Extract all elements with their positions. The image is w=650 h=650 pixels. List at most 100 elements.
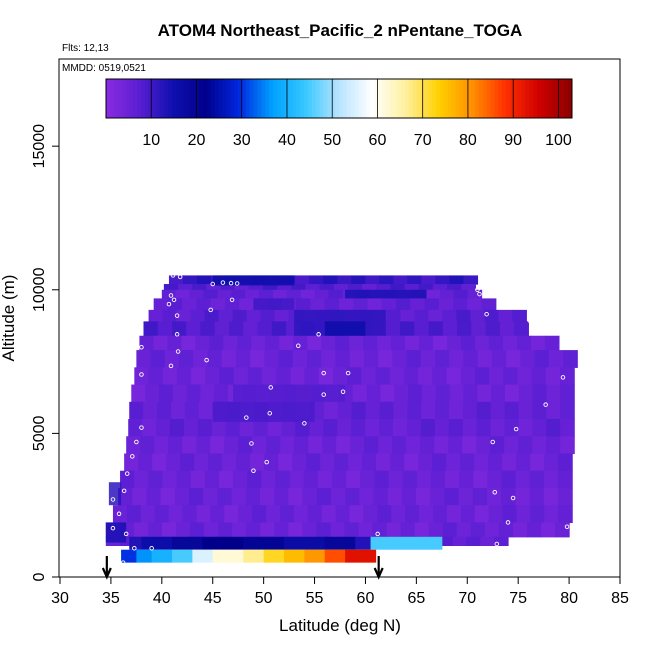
curtain-cell [179,350,194,368]
curtain-cell [418,284,434,291]
curtain-cell [414,321,430,337]
curtain-cell [279,505,295,524]
curtain-cell [148,470,164,489]
curtain-cell [457,321,472,337]
curtain-cell [266,436,281,455]
sample-point [174,313,180,318]
curtain-cell [194,453,209,472]
curtain-cell [428,309,443,322]
colorbar-segment [214,79,220,118]
boundary-layer-cell [304,549,326,563]
colorbar-segment [478,79,484,118]
colorbar-segment [335,79,340,118]
curtain-cell [293,505,309,524]
curtain-cell [347,367,362,386]
curtain-cell [190,309,206,322]
colorbar-segment [350,79,355,118]
x-tick-label: 40 [153,590,171,607]
curtain-cell [321,350,337,368]
colorbar-segment [280,79,286,118]
colorbar-segment [447,79,453,118]
curtain-cell [168,275,184,285]
curtain-cell [124,453,139,472]
curtain-cell [120,470,135,489]
curtain-cell [393,275,408,285]
curtain-cell [393,401,408,420]
curtain-cell [192,284,207,291]
curtain-cell [161,522,177,538]
curtain-cell [520,350,536,368]
colorbar-segment [234,79,239,118]
curtain-cell [334,453,349,472]
colorbar-segment [405,79,410,118]
curtain-cell [338,298,354,311]
sample-point [166,301,172,307]
curtain-patch [233,384,346,402]
x-tick-label: 65 [407,590,425,607]
curtain-cell [530,335,546,351]
boundary-layer-cell [212,549,244,563]
curtain-cell [470,309,485,322]
colorbar-segment [424,79,429,118]
curtain-cell [481,298,497,311]
curtain-cell [378,350,393,368]
colorbar-segment [113,79,119,118]
colorbar-segment [121,79,126,118]
colorbar-segment [463,79,468,118]
curtain-cell [198,401,214,420]
curtain-cell [176,367,192,386]
curtain-cell [557,487,573,506]
curtain-cell [273,289,288,299]
curtain-cell [182,275,198,285]
curtain-cell [180,453,195,472]
curtain-cell [186,384,202,403]
curtain-patch [345,289,427,299]
curtain-cell [420,419,436,437]
curtain-cell [448,419,464,437]
colorbar-segment [199,79,204,118]
boundary-layer-cell [284,549,305,563]
colorbar-segment [241,79,247,118]
colorbar-segment [218,79,223,118]
curtain-cell [487,470,503,489]
y-tick-label: 0 [31,572,48,581]
curtain-cell [386,522,402,538]
colorbar-segment [323,79,328,118]
curtain-cell [305,284,321,291]
sample-point [229,297,235,303]
curtain-cell [379,419,394,437]
curtain-cell [390,284,406,291]
colorbar-segment [416,79,421,118]
curtain-cell [316,522,332,538]
sample-point [171,297,177,303]
curtain-cell [476,401,492,420]
curtain-cell [335,350,351,368]
colorbar-segment [292,79,297,118]
curtain-cell [330,522,346,538]
colorbar-segment [529,79,534,118]
curtain-cell [196,275,212,285]
curtain-cell [563,350,578,368]
curtain-cell [335,505,351,524]
curtain-cell [168,436,183,455]
curtain-cell [462,436,477,455]
curtain-cell [157,401,172,420]
curtain-cell [154,505,170,524]
colorbar-segment [300,79,305,118]
curtain-cell [142,419,157,437]
curtain-cell [196,505,211,524]
sample-point [490,439,495,445]
curtain-cell [555,522,570,538]
curtain-cell [388,470,404,489]
curtain-cell [220,284,236,291]
curtain-cell [546,384,561,403]
curtain-cell [191,367,206,386]
curtain-cell [361,367,377,386]
curtain-cell [452,536,467,547]
curtain-cell [463,350,479,368]
curtain-cell [206,284,222,291]
colorbar-segment [191,79,196,118]
y-tick-label: 5000 [31,415,48,451]
curtain-cell [290,367,306,386]
